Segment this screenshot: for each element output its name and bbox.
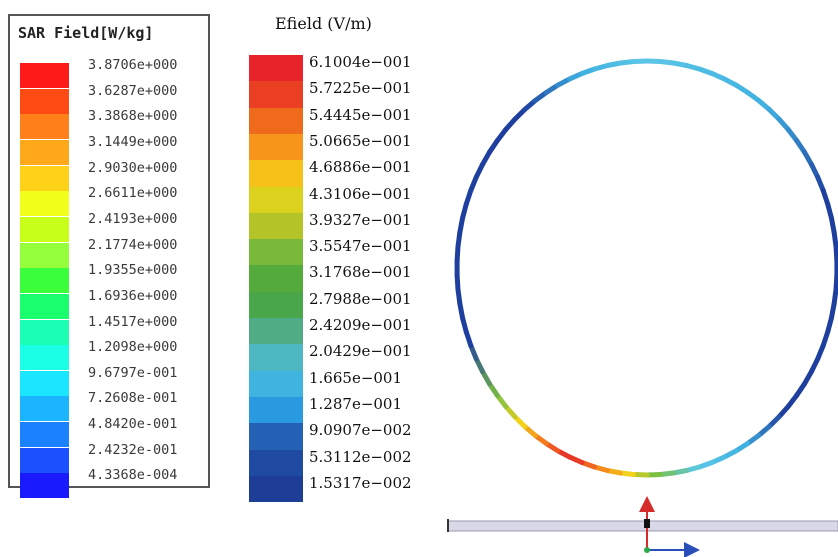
efield-legend-label: 4.3106e−001 <box>309 184 412 203</box>
efield-legend-label: 1.665e−001 <box>309 368 403 387</box>
sar-legend-swatch <box>20 293 69 319</box>
sar-legend-label: 3.8706e+000 <box>88 57 178 73</box>
efield-legend-swatch <box>249 186 303 213</box>
sar-legend-swatch <box>20 370 69 396</box>
sar-legend-swatch <box>20 473 69 499</box>
efield-legend-swatch <box>249 370 303 398</box>
efield-legend-swatch <box>249 449 303 476</box>
sar-legend-label: 1.2098e+000 <box>88 339 178 356</box>
efield-legend-label: 5.3112e−002 <box>309 447 412 466</box>
efield-legend-label: 5.4445e−001 <box>309 105 412 124</box>
efield-legend-label: 9.0907e−002 <box>309 421 412 440</box>
efield-legend-label: 5.7225e−001 <box>309 79 412 98</box>
axis-origin <box>644 547 650 553</box>
sar-legend-swatch <box>20 447 69 473</box>
sar-legend-swatch <box>20 268 69 294</box>
sar-legend-label: 3.3868e+000 <box>88 108 178 125</box>
efield-legend-swatch <box>249 239 303 266</box>
sar-legend-swatch <box>20 114 69 140</box>
efield-legend-label: 3.9327e−001 <box>309 210 412 229</box>
efield-legend-swatch <box>249 265 303 292</box>
efield-legend-label: 1.287e−001 <box>309 394 403 413</box>
efield-legend-swatch <box>249 107 303 135</box>
sar-legend-swatch <box>20 242 69 268</box>
efield-legend-swatch <box>249 318 303 345</box>
sar-legend-label: 4.3368e-004 <box>88 467 178 484</box>
ground-plane <box>447 520 838 532</box>
sar-legend-label: 3.6287e+000 <box>88 82 178 99</box>
sar-legend-swatch <box>20 191 69 217</box>
efield-legend-swatch <box>249 133 303 161</box>
efield-legend-label: 5.0665e−001 <box>309 131 412 150</box>
sar-legend: SAR Field[W/kg] 3.8706e+000 3.6287e+000 3.… <box>8 14 210 499</box>
efield-legend-swatch <box>249 212 303 240</box>
sar-legend-swatch <box>20 139 69 165</box>
sar-legend-label: 9.6797e-001 <box>88 364 178 381</box>
sar-legend-swatch <box>20 396 69 422</box>
sar-legend-swatch <box>20 63 69 88</box>
efield-legend-label: 1.5317e−002 <box>309 473 412 492</box>
sar-legend-swatch <box>20 88 69 114</box>
ring-segment <box>631 58 650 64</box>
sar-legend-label: 4.8420e-001 <box>88 416 178 433</box>
efield-legend-swatch <box>249 81 303 108</box>
efield-legend-label: 3.1768e−001 <box>309 263 412 282</box>
sar-legend-label: 2.4232e-001 <box>88 441 178 458</box>
sar-legend-swatch <box>20 216 69 242</box>
efield-legend-swatch <box>249 475 303 503</box>
sar-legend-swatch <box>20 319 69 345</box>
sar-legend-swatch <box>20 345 69 371</box>
efield-legend-swatch <box>249 344 303 371</box>
efield-legend-swatch <box>249 291 303 319</box>
sar-legend-label: 2.6611e+000 <box>88 185 178 202</box>
sar-legend-swatch <box>20 422 69 448</box>
sar-legend-label: 1.9355e+000 <box>88 262 178 279</box>
sar-legend-swatch <box>20 165 69 191</box>
sar-legend-label: 3.1449e+000 <box>88 133 178 150</box>
sar-legend-label: 1.6936e+000 <box>88 287 178 304</box>
efield-ring <box>454 58 838 478</box>
sar-legend-label: 2.4193e+000 <box>88 210 178 227</box>
efield-legend-label: 3.5547e−001 <box>309 237 412 256</box>
efield-legend-label: 2.7988e−001 <box>309 289 412 308</box>
sar-legend-label: 1.4517e+000 <box>88 313 178 330</box>
sar-legend-label: 2.9030e+000 <box>88 159 178 176</box>
sar-legend-label: 2.1774e+000 <box>88 236 178 253</box>
efield-legend-swatch <box>249 160 303 187</box>
efield-legend-label: 2.4209e−001 <box>309 316 412 334</box>
efield-legend-label: 6.1004e−001 <box>309 53 412 71</box>
sar-legend-label: 7.2608e-001 <box>88 390 178 407</box>
efield-legend-swatch <box>249 55 303 82</box>
efield-legend-swatch <box>249 396 303 424</box>
efield-legend-label: 4.6886e−001 <box>309 158 412 177</box>
origin-marker <box>644 519 650 528</box>
sar-legend-title: SAR Field[W/kg] <box>18 24 154 42</box>
efield-legend-title: Efield (V/m) <box>275 14 372 33</box>
efield-legend-swatch <box>249 423 303 450</box>
efield-legend-label: 2.0429e−001 <box>309 342 412 361</box>
